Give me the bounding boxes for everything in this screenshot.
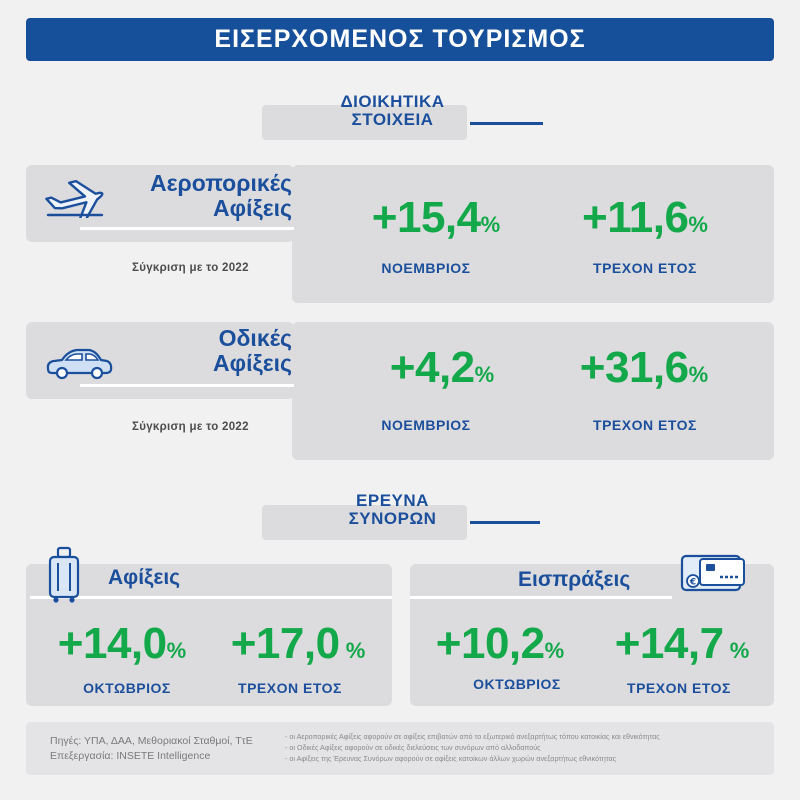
survey-receipts-ytd-label: ΤΡΕΧΟΝ ΕΤΟΣ [627,680,731,696]
survey-section-line1: ΕΡΕΥΝΑ [356,491,429,510]
survey-section-heading: ΕΡΕΥΝΑ ΣΥΝΟΡΩΝ [300,492,485,528]
survey-arrivals-card [26,564,392,706]
footer-sources: Πηγές: ΥΠΑ, ΔΑΑ, Μεθοριακοί Σταθμοί, ΤτΕ… [50,734,253,764]
road-november-value: +4,2% [389,343,495,392]
page-title: ΕΙΣΕΡΧΟΜΕΝΟΣ ΤΟΥΡΙΣΜΟΣ [214,25,586,53]
road-arrivals-title: Οδικές Αφίξεις [110,326,292,376]
road-november-label: ΝΟΕΜΒΡΙΟΣ [381,417,471,433]
survey-receipts-october-label: ΟΚΤΩΒΡΙΟΣ [473,676,561,692]
air-arrivals-title-line1: Αεροπορικές [150,170,292,196]
survey-receipts-ytd-value: +14,7 % [614,619,750,668]
air-ytd-value: +11,6% [582,193,708,242]
footer-note-air: - οι Αεροπορικές Αφίξεις αφορούν σε αφίξ… [285,732,660,741]
road-arrivals-comparison-note: Σύγκριση με το 2022 [132,421,249,433]
svg-text:€: € [689,578,696,588]
admin-section-line1: ΔΙΟΙΚΗΤΙΚΑ [340,92,445,111]
admin-section-line2: ΣΤΟΙΧΕΙΑ [351,110,434,129]
survey-receipts-divider [410,596,672,599]
airplane-icon [45,179,104,218]
admin-section-pill [262,105,467,140]
admin-section-rule [470,122,543,125]
credit-card-icon: € [680,554,745,592]
survey-arrivals-ytd-value: +17,0 % [230,619,366,668]
air-november-value: +15,4% [371,193,501,242]
survey-section-rule [470,521,540,524]
air-arrivals-title-line2: Αφίξεις [213,195,292,221]
survey-arrivals-october-label: ΟΚΤΩΒΡΙΟΣ [83,680,171,696]
road-arrivals-divider [80,384,294,387]
footer-processing-line: Επεξεργασία: INSETE Intelligence [50,750,211,762]
survey-arrivals-ytd-label: ΤΡΕΧΟΝ ΕΤΟΣ [238,680,342,696]
survey-receipts-title: Εισπράξεις [518,568,631,591]
survey-section-line2: ΣΥΝΟΡΩΝ [348,509,437,528]
survey-arrivals-title: Αφίξεις [108,566,181,589]
footer-notes: - οι Αεροπορικές Αφίξεις αφορούν σε αφίξ… [285,731,660,764]
page-title-bar: ΕΙΣΕΡΧΟΜΕΝΟΣ ΤΟΥΡΙΣΜΟΣ [26,18,774,61]
air-november-label: ΝΟΕΜΒΡΙΟΣ [381,260,471,276]
footer-sources-line: Πηγές: ΥΠΑ, ΔΑΑ, Μεθοριακοί Σταθμοί, ΤτΕ [50,735,253,747]
road-ytd-value: +31,6% [579,343,709,392]
survey-arrivals-october-value: +14,0% [57,619,187,668]
survey-section-pill [262,505,467,540]
car-icon [46,348,113,380]
road-ytd-label: ΤΡΕΧΟΝ ΕΤΟΣ [593,417,697,433]
survey-receipts-october-value: +10,2% [435,619,565,668]
air-arrivals-divider [80,227,294,230]
footer-note-road: - οι Οδικές Αφίξεις αφορούν σε οδικές δι… [285,743,541,752]
suitcase-icon [48,546,80,603]
survey-arrivals-divider [30,596,392,599]
footer-note-survey: - οι Αφίξεις της Έρευνας Συνόρων αφορούν… [285,754,617,763]
air-ytd-label: ΤΡΕΧΟΝ ΕΤΟΣ [593,260,697,276]
road-arrivals-metrics-panel [292,322,774,460]
road-arrivals-title-line2: Αφίξεις [213,350,292,376]
air-arrivals-title: Αεροπορικές Αφίξεις [110,171,292,221]
air-arrivals-comparison-note: Σύγκριση με το 2022 [132,262,249,274]
air-arrivals-metrics-panel [292,165,774,303]
admin-section-heading: ΔΙΟΙΚΗΤΙΚΑ ΣΤΟΙΧΕΙΑ [300,93,485,129]
footer-panel [26,722,774,775]
road-arrivals-title-line1: Οδικές [218,325,292,351]
